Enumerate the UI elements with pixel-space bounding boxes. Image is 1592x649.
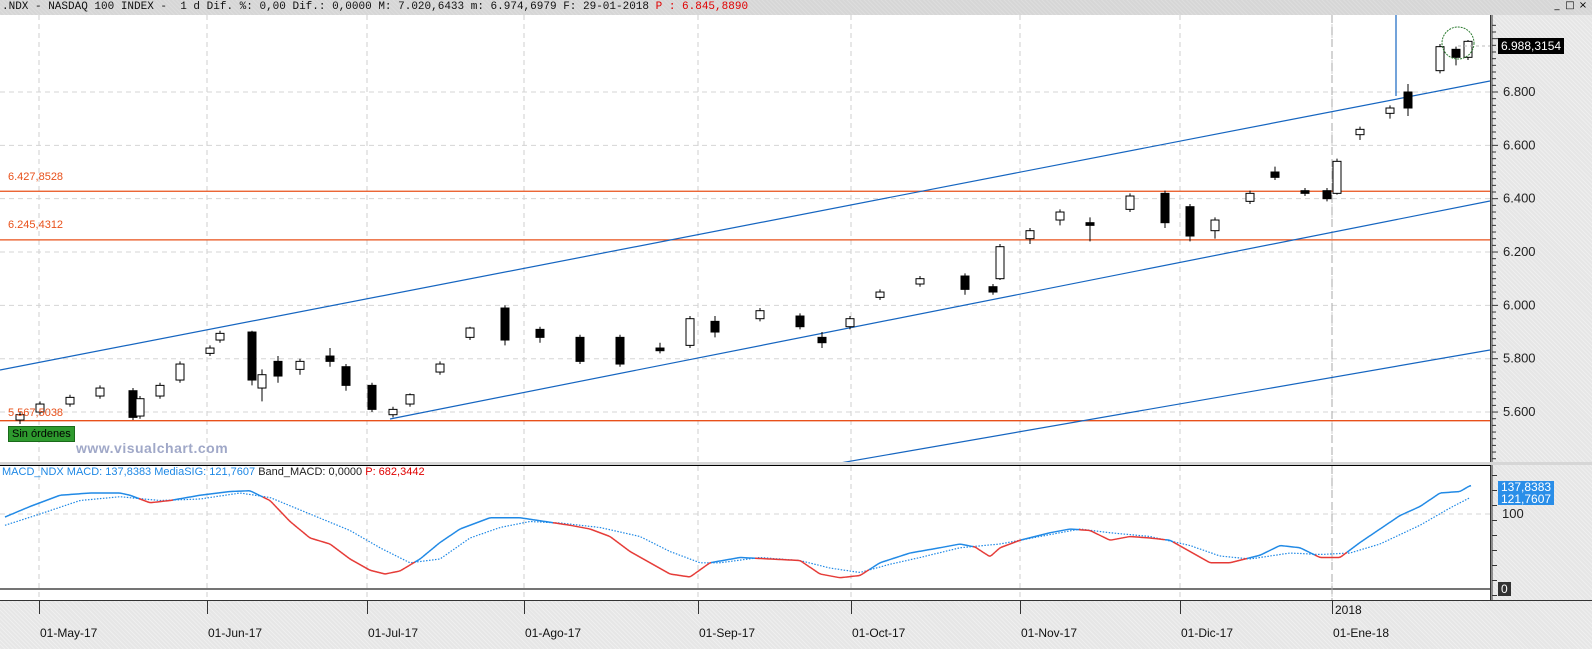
date-tick (1332, 600, 1333, 614)
minimize-button[interactable]: _ (1552, 1, 1562, 11)
date-label: 01-Ene-18 (1333, 626, 1389, 640)
price-axis-ticks: 6.800 6.600 6.400 6.200 6.000 5.800 5.600 (1491, 15, 1592, 462)
svg-text:5.600: 5.600 (1503, 404, 1536, 419)
svg-text:6.200: 6.200 (1503, 244, 1536, 259)
macd-panel[interactable] (0, 465, 1491, 601)
date-label: 01-Dic-17 (1181, 626, 1233, 640)
svg-text:6.400: 6.400 (1503, 191, 1536, 206)
maximize-button[interactable]: □ (1565, 1, 1575, 11)
date-label: 01-Jul-17 (368, 626, 418, 640)
level-label-lower: 5.567,5038 (8, 407, 63, 419)
level-label-middle: 6.245,4312 (8, 219, 63, 231)
svg-text:6.000: 6.000 (1503, 297, 1536, 312)
date-tick (851, 600, 852, 614)
macd-tick-100: 100 (1502, 506, 1524, 521)
date-label: 01-Nov-17 (1021, 626, 1077, 640)
year-marker-label: 2018 (1335, 603, 1362, 617)
date-label: 01-Oct-17 (852, 626, 905, 640)
close-button[interactable]: × (1578, 1, 1588, 11)
macd-header: MACD_NDX MACD: 137,8383 MediaSIG: 121,76… (2, 466, 425, 478)
date-tick (1020, 600, 1021, 614)
price-axis[interactable]: 6.800 6.600 6.400 6.200 6.000 5.800 5.600 (1491, 15, 1592, 462)
level-label-upper: 6.427,8528 (8, 171, 63, 183)
date-tick (524, 600, 525, 614)
svg-text:5.800: 5.800 (1503, 351, 1536, 366)
svg-text:6.800: 6.800 (1503, 84, 1536, 99)
date-label: 01-Jun-17 (208, 626, 262, 640)
svg-text:6.600: 6.600 (1503, 137, 1536, 152)
date-tick (698, 600, 699, 614)
macd-chart (0, 466, 1490, 601)
date-tick (39, 600, 40, 614)
zero-value-tag: 0 (1498, 582, 1511, 596)
chart-titlebar: .NDX - NASDAQ 100 INDEX - 1 d Dif. %: 0,… (0, 0, 1592, 15)
signal-value-tag: 121,7607 (1498, 493, 1554, 505)
date-label: 01-May-17 (40, 626, 97, 640)
price-panel[interactable] (0, 15, 1491, 462)
date-label: 01-Ago-17 (525, 626, 581, 640)
date-label: 01-Sep-17 (699, 626, 755, 640)
date-tick (367, 600, 368, 614)
date-tick (1180, 600, 1181, 614)
last-price-tag: 6.988,3154 (1498, 38, 1564, 54)
orders-status-badge[interactable]: Sin órdenes (8, 426, 75, 442)
candlestick-chart (0, 15, 1490, 462)
watermark: www.visualchart.com (76, 440, 228, 456)
title-text: .NDX - NASDAQ 100 INDEX - 1 d Dif. %: 0,… (2, 0, 748, 15)
date-tick (207, 600, 208, 614)
window-controls: _ □ × (1552, 1, 1588, 11)
